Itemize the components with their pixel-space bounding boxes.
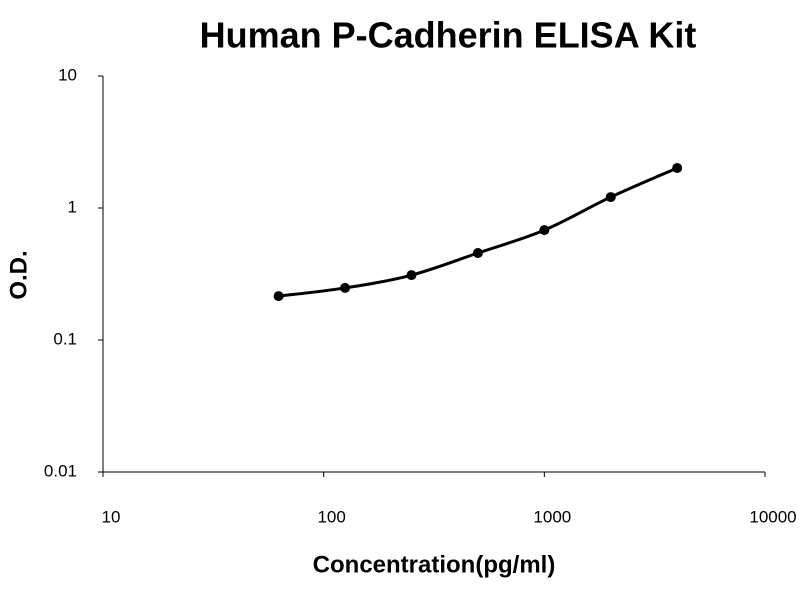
data-point [539,225,550,236]
x-tick-label: 1000 [533,507,571,526]
y-tick-label: 10 [58,65,77,84]
data-point [605,192,616,203]
y-tick-label: 0.01 [44,461,77,480]
x-axis-label: Concentration(pg/ml) [313,551,556,578]
data-point [672,162,683,173]
y-axis-label: O.D. [5,250,32,299]
y-tick-label: 1 [68,197,77,216]
data-point [406,270,417,281]
data-point [472,248,483,259]
x-tick-label: 100 [317,507,345,526]
x-tick-label: 10000 [749,507,796,526]
chart-title: Human P-Cadherin ELISA Kit [200,15,697,56]
x-tick-label: 10 [102,507,121,526]
y-tick-label: 0.1 [53,329,77,348]
fit-curve [278,166,678,298]
data-point [340,282,351,293]
data-point [273,291,284,302]
